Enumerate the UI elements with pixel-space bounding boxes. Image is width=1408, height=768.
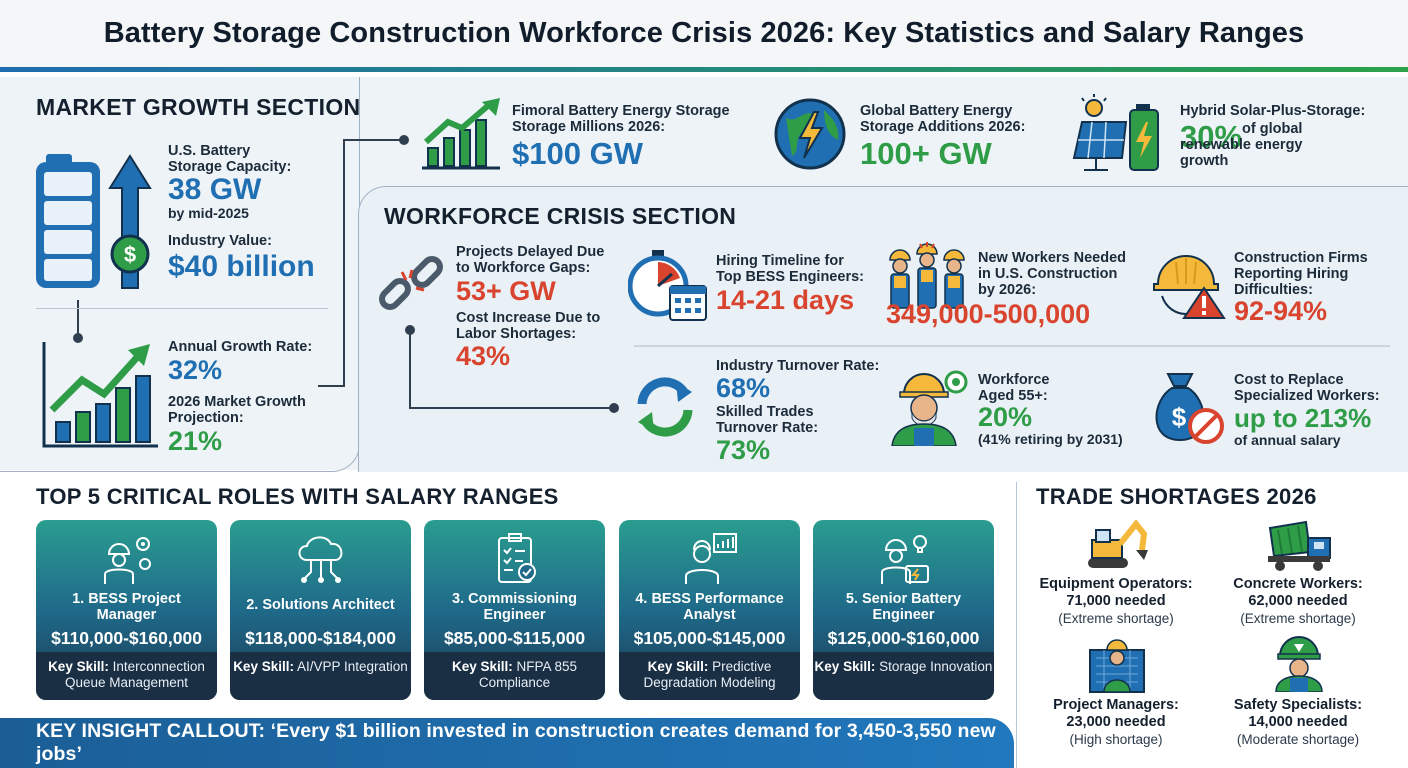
firms-label: Construction Firms Reporting Hiring Diff… bbox=[1234, 250, 1368, 298]
projection-label: 2026 Market Growth Projection: bbox=[168, 394, 306, 426]
svg-text:$: $ bbox=[1172, 402, 1187, 432]
battery-growth-icon: $ bbox=[36, 154, 152, 289]
replace-label: Cost to Replace Specialized Workers: bbox=[1234, 372, 1380, 404]
stat3-suffix: of global renewable energy growth bbox=[1180, 121, 1303, 169]
key-insight-callout: KEY INSIGHT CALLOUT: ‘Every $1 billion i… bbox=[0, 718, 1014, 768]
role-skill: Key Skill: Storage Innovation bbox=[813, 652, 994, 700]
value-label: Industry Value: bbox=[168, 233, 272, 249]
trades-divider bbox=[1016, 482, 1017, 768]
excavator-icon bbox=[1088, 519, 1148, 568]
skilled-value: 73% bbox=[716, 435, 771, 465]
divider bbox=[36, 308, 328, 309]
safety-specialist-icon bbox=[1275, 636, 1323, 692]
aged-note: (41% retiring by 2031) bbox=[978, 431, 1123, 447]
engineer-battery-icon bbox=[880, 535, 929, 584]
role-skill: Key Skill: Predictive Degradation Modeli… bbox=[619, 652, 800, 700]
role-salary: $85,000-$115,000 bbox=[443, 628, 586, 648]
role-name: 3. Commissioning Engineer bbox=[452, 591, 577, 623]
cost-value: 43% bbox=[456, 341, 511, 371]
crisis-panel bbox=[358, 186, 1408, 472]
older-worker-icon bbox=[891, 370, 968, 446]
crisis-heading: WORKFORCE CRISIS SECTION bbox=[384, 203, 737, 229]
skilled-label: Skilled Trades Turnover Rate: bbox=[716, 404, 819, 436]
firms-value: 92-94% bbox=[1234, 296, 1328, 326]
role-card-3: 3. Commissioning Engineer $85,000-$115,0… bbox=[424, 520, 605, 700]
role-name: 1. BESS Project Manager bbox=[72, 591, 181, 623]
trade-item-4: Safety Specialists: 14,000 needed (Moder… bbox=[1233, 697, 1363, 747]
role-name: 5. Senior Battery Engineer bbox=[845, 591, 962, 623]
replace-note: of annual salary bbox=[1234, 432, 1341, 448]
trades-heading: TRADE SHORTAGES 2026 bbox=[1036, 484, 1317, 509]
growth-value: 32% bbox=[168, 355, 223, 385]
page-title: Battery Storage Construction Workforce C… bbox=[103, 17, 1305, 49]
projection-value: 21% bbox=[168, 426, 223, 456]
hardhat-warning-icon bbox=[1153, 255, 1226, 319]
role-salary: $125,000-$160,000 bbox=[827, 628, 980, 648]
stat2-value: 100+ GW bbox=[860, 136, 992, 171]
growth-label: Annual Growth Rate: bbox=[168, 339, 313, 355]
cloud-network-icon bbox=[298, 536, 342, 583]
capacity-label: U.S. Battery Storage Capacity: bbox=[168, 143, 292, 175]
manager-gears-icon bbox=[103, 537, 151, 584]
money-bag-icon: $ bbox=[1155, 373, 1224, 444]
role-card-4: 4. BESS Performance Analyst $105,000-$14… bbox=[619, 520, 800, 700]
title-bar: Battery Storage Construction Workforce C… bbox=[0, 0, 1408, 72]
role-skill: Key Skill: NFPA 855 Compliance bbox=[424, 652, 605, 700]
replace-value: up to 213% bbox=[1234, 403, 1372, 433]
turnover-label: Industry Turnover Rate: bbox=[716, 358, 880, 374]
growth-chart-icon bbox=[42, 342, 158, 448]
cost-label: Cost Increase Due to Labor Shortages: bbox=[456, 310, 601, 342]
stat1-value: $100 GW bbox=[512, 136, 643, 171]
hiring-value: 14-21 days bbox=[716, 285, 855, 315]
role-skill: Key Skill: Interconnection Queue Managem… bbox=[36, 652, 217, 700]
aged-label: Workforce Aged 55+: bbox=[978, 372, 1050, 404]
connector-lines bbox=[73, 135, 1390, 413]
role-card-1: 1. BESS Project Manager $110,000-$160,00… bbox=[36, 520, 217, 700]
trade-item-3: Project Managers: 23,000 needed (High sh… bbox=[1053, 697, 1179, 747]
analyst-chart-icon bbox=[684, 533, 737, 584]
globe-lightning-icon bbox=[774, 98, 846, 170]
role-card-2: 2. Solutions Architect $118,000-$184,000… bbox=[230, 520, 411, 700]
role-salary: $110,000-$160,000 bbox=[51, 628, 202, 648]
role-name: 2. Solutions Architect bbox=[246, 597, 395, 613]
role-salary: $105,000-$145,000 bbox=[633, 628, 786, 648]
broken-chain-icon bbox=[379, 256, 443, 310]
role-card-5: 5. Senior Battery Engineer $125,000-$160… bbox=[813, 520, 994, 700]
stat2-label: Global Battery Energy Storage Additions … bbox=[860, 103, 1026, 135]
capacity-note: by mid-2025 bbox=[168, 205, 249, 221]
delayed-value: 53+ GW bbox=[456, 276, 556, 306]
stat3-value: 30% bbox=[1180, 119, 1243, 154]
stopwatch-calendar-icon bbox=[628, 250, 707, 321]
bar-growth-icon bbox=[422, 98, 500, 170]
concrete-mixer-icon bbox=[1268, 520, 1331, 571]
solar-battery-icon bbox=[1072, 94, 1159, 171]
turnover-value: 68% bbox=[716, 373, 771, 403]
stat3-label: Hybrid Solar-Plus-Storage: bbox=[1180, 103, 1366, 119]
role-skill: Key Skill: AI/VPP Integration bbox=[230, 652, 411, 700]
hiring-label: Hiring Timeline for Top BESS Engineers: bbox=[716, 253, 864, 285]
delayed-label: Projects Delayed Due to Workforce Gaps: bbox=[456, 244, 605, 276]
trade-item-1: Equipment Operators: 71,000 needed (Extr… bbox=[1039, 576, 1193, 626]
market-heading: MARKET GROWTH SECTION bbox=[36, 94, 361, 120]
insight-text: KEY INSIGHT CALLOUT: ‘Every $1 billion i… bbox=[36, 720, 996, 765]
trade-item-2: Concrete Workers: 62,000 needed (Extreme… bbox=[1233, 576, 1363, 626]
capacity-value: 38 GW bbox=[168, 173, 262, 206]
refresh-cycle-icon bbox=[637, 377, 693, 437]
role-name: 4. BESS Performance Analyst bbox=[635, 591, 784, 623]
value-value: $40 billion bbox=[168, 250, 315, 283]
workers-value: 349,000-500,000 bbox=[886, 299, 1091, 329]
checklist-icon bbox=[497, 533, 536, 583]
workers-label: New Workers Needed in U.S. Construction … bbox=[978, 250, 1127, 298]
role-salary: $118,000-$184,000 bbox=[245, 628, 396, 648]
project-manager-blueprint-icon bbox=[1089, 639, 1145, 693]
svg-text:$: $ bbox=[124, 242, 136, 267]
roles-heading: TOP 5 CRITICAL ROLES WITH SALARY RANGES bbox=[36, 484, 559, 509]
stat1-label: Fimoral Battery Energy Storage Storage M… bbox=[512, 103, 730, 135]
aged-value: 20% bbox=[978, 402, 1033, 432]
workers-group-icon bbox=[889, 242, 965, 309]
